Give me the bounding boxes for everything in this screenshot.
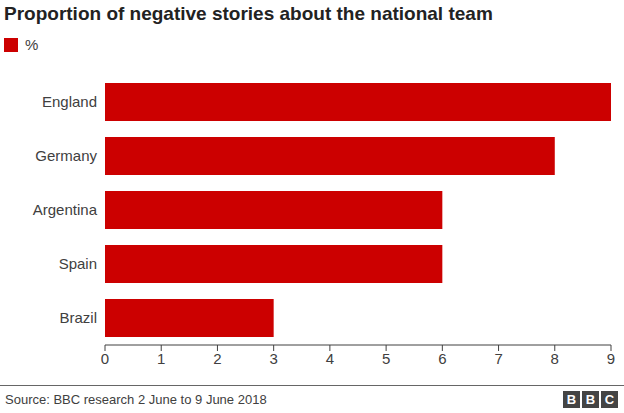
html-text:Proportion of negative stories: Proportion of negative stories about the… — [4, 3, 493, 24]
svg-text:4: 4 — [326, 350, 334, 367]
svg-text:Argentina: Argentina — [33, 201, 98, 218]
svg-text:9: 9 — [607, 350, 615, 367]
html-text:C: C — [604, 392, 615, 407]
svg-text:England: England — [42, 93, 97, 110]
svg-text:8: 8 — [551, 350, 559, 367]
svg-text:Germany: Germany — [35, 147, 97, 164]
svg-text:Spain: Spain — [59, 255, 97, 272]
svg-text:Brazil: Brazil — [59, 309, 97, 326]
svg-text:7: 7 — [494, 350, 502, 367]
html-text:B: B — [585, 392, 596, 407]
svg-text:3: 3 — [269, 350, 277, 367]
svg-text:1: 1 — [157, 350, 165, 367]
svg-text:2: 2 — [213, 350, 221, 367]
svg-text:5: 5 — [382, 350, 390, 367]
html-text:Source: BBC research 2 June to: Source: BBC research 2 June to 9 June 20… — [5, 392, 267, 407]
svg-text:0: 0 — [101, 350, 109, 367]
html-text:B: B — [566, 392, 577, 407]
svg-text:6: 6 — [438, 350, 446, 367]
